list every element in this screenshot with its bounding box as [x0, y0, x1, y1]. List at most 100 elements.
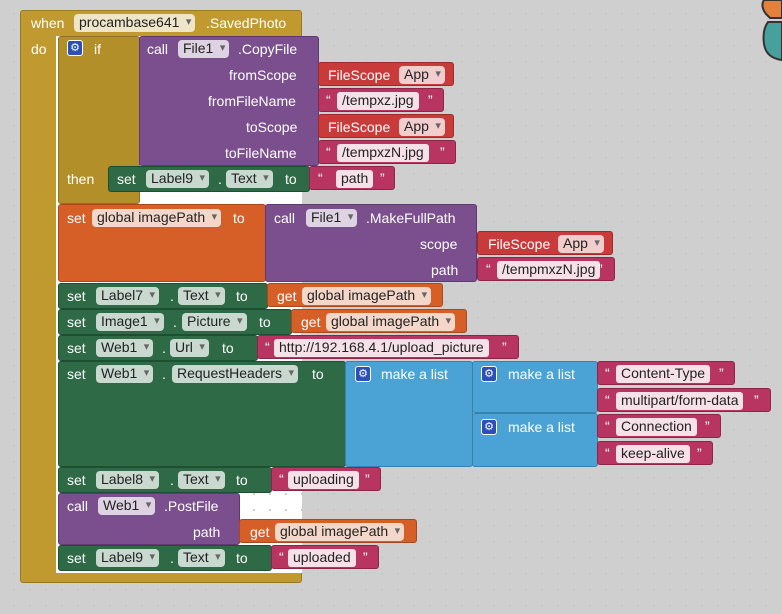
url-field[interactable]: http://192.168.4.1/upload_picture	[274, 339, 489, 357]
web1-dropdown[interactable]: Web1	[96, 339, 154, 357]
image1-dropdown[interactable]: Image1	[96, 313, 164, 331]
set-label8-block[interactable]	[58, 467, 272, 493]
global-imagepath-dropdown[interactable]: global imagePath	[326, 313, 456, 331]
dot-label: .	[170, 288, 174, 304]
set-label: set	[117, 171, 136, 187]
quote-close: ”	[502, 339, 507, 355]
call-label: call	[274, 210, 296, 226]
copyfile-method-label: .CopyFile	[238, 41, 298, 57]
get-label: get	[250, 524, 270, 540]
quote-open: “	[279, 549, 284, 565]
filescope-label: FileScope	[328, 67, 391, 83]
make-list-label: make a list	[508, 366, 575, 382]
quote-open: “	[326, 92, 331, 108]
path-label: path	[193, 524, 221, 540]
mutator-gear-icon[interactable]: ⚙	[481, 366, 497, 382]
to-label: to	[222, 340, 234, 356]
set-label: set	[67, 366, 86, 382]
to-label: to	[285, 171, 297, 187]
set-label: set	[67, 314, 86, 330]
quote-close: ”	[697, 445, 702, 461]
dot-label: .	[170, 472, 174, 488]
text-property-dropdown[interactable]: Text	[226, 170, 273, 188]
content-type-field[interactable]: Content-Type	[616, 365, 711, 383]
make-list-label: make a list	[508, 419, 575, 435]
web1-dropdown[interactable]: Web1	[96, 365, 154, 383]
filescope-dropdown[interactable]: App	[399, 118, 445, 136]
mutator-gear-icon[interactable]: ⚙	[481, 419, 497, 435]
get-label: get	[277, 288, 297, 304]
label8-dropdown[interactable]: Label8	[96, 471, 160, 489]
call-label: call	[67, 498, 89, 514]
dot-label: .	[162, 340, 166, 356]
set-web1-url-block[interactable]	[58, 335, 258, 361]
global-imagepath-dropdown[interactable]: global imagePath	[92, 209, 222, 227]
connection-field[interactable]: Connection	[616, 418, 697, 436]
postfile-method-label: .PostFile	[164, 498, 219, 514]
filescope-dropdown[interactable]: App	[399, 66, 445, 84]
label7-dropdown[interactable]: Label7	[96, 287, 160, 305]
fromfilename-field[interactable]: /tempxz.jpg	[337, 92, 419, 110]
path-text-field[interactable]: path	[336, 170, 374, 188]
trash-mascot-icon[interactable]	[760, 0, 782, 62]
set-label7-block[interactable]	[58, 283, 268, 309]
quote-open: “	[605, 365, 610, 381]
tofilename-label: toFileName	[225, 145, 297, 161]
quote-close: ”	[365, 471, 370, 487]
mutator-gear-icon[interactable]: ⚙	[67, 40, 83, 56]
call-label: call	[147, 41, 169, 57]
filescope-label: FileScope	[328, 119, 391, 135]
to-label: to	[233, 210, 245, 226]
set-label: set	[67, 472, 86, 488]
event-component-dropdown[interactable]: procambase641	[74, 14, 196, 32]
makepath-field[interactable]: /tempmxzN.jpg	[497, 261, 601, 279]
file1-dropdown[interactable]: File1	[178, 40, 230, 58]
quote-open: “	[486, 261, 491, 277]
filescope-dropdown[interactable]: App	[558, 235, 604, 253]
uploading-field[interactable]: uploading	[288, 471, 359, 489]
uploaded-field[interactable]: uploaded	[288, 549, 356, 567]
set-label: set	[67, 550, 86, 566]
get-label: get	[301, 314, 321, 330]
requestheaders-property-dropdown[interactable]: RequestHeaders	[172, 365, 299, 383]
copyfile-block[interactable]	[139, 36, 319, 166]
global-imagepath-dropdown[interactable]: global imagePath	[302, 287, 432, 305]
to-label: to	[236, 288, 248, 304]
quote-open: “	[605, 445, 610, 461]
picture-property-dropdown[interactable]: Picture	[182, 313, 247, 331]
to-label: to	[312, 366, 324, 382]
quote-open: “	[605, 418, 610, 434]
when-label: when	[31, 15, 65, 31]
quote-open: “	[279, 471, 284, 487]
quote-open: “	[605, 392, 610, 408]
to-label: to	[236, 472, 248, 488]
file1-dropdown[interactable]: File1	[306, 209, 358, 227]
set-label9-uploaded-block[interactable]	[58, 545, 272, 571]
quote-close: ”	[440, 144, 445, 160]
url-property-dropdown[interactable]: Url	[170, 339, 209, 357]
path-label: path	[431, 262, 459, 278]
mutator-gear-icon[interactable]: ⚙	[355, 366, 371, 382]
dot-label: .	[173, 314, 177, 330]
global-imagepath-dropdown[interactable]: global imagePath	[275, 523, 405, 541]
quote-close: ”	[719, 365, 724, 381]
quote-close: ”	[754, 392, 759, 408]
do-label: do	[31, 41, 47, 57]
quote-open: “	[318, 170, 323, 186]
event-name-label: .SavedPhoto	[206, 15, 287, 31]
keep-alive-field[interactable]: keep-alive	[616, 445, 690, 463]
quote-close: ”	[428, 92, 433, 108]
text-property-dropdown[interactable]: Text	[178, 287, 225, 305]
postfile-block[interactable]	[58, 493, 240, 545]
fromfilename-label: fromFileName	[208, 93, 296, 109]
text-property-dropdown[interactable]: Text	[178, 471, 225, 489]
label9-dropdown[interactable]: Label9	[146, 170, 210, 188]
label9-dropdown[interactable]: Label9	[96, 549, 160, 567]
set-label: set	[67, 340, 86, 356]
makefullpath-block[interactable]	[265, 204, 477, 282]
multipart-field[interactable]: multipart/form-data	[616, 392, 744, 410]
web1-dropdown[interactable]: Web1	[98, 497, 156, 515]
text-property-dropdown[interactable]: Text	[178, 549, 225, 567]
tofilename-field[interactable]: /tempxzN.jpg	[337, 144, 429, 162]
to-label: to	[236, 550, 248, 566]
